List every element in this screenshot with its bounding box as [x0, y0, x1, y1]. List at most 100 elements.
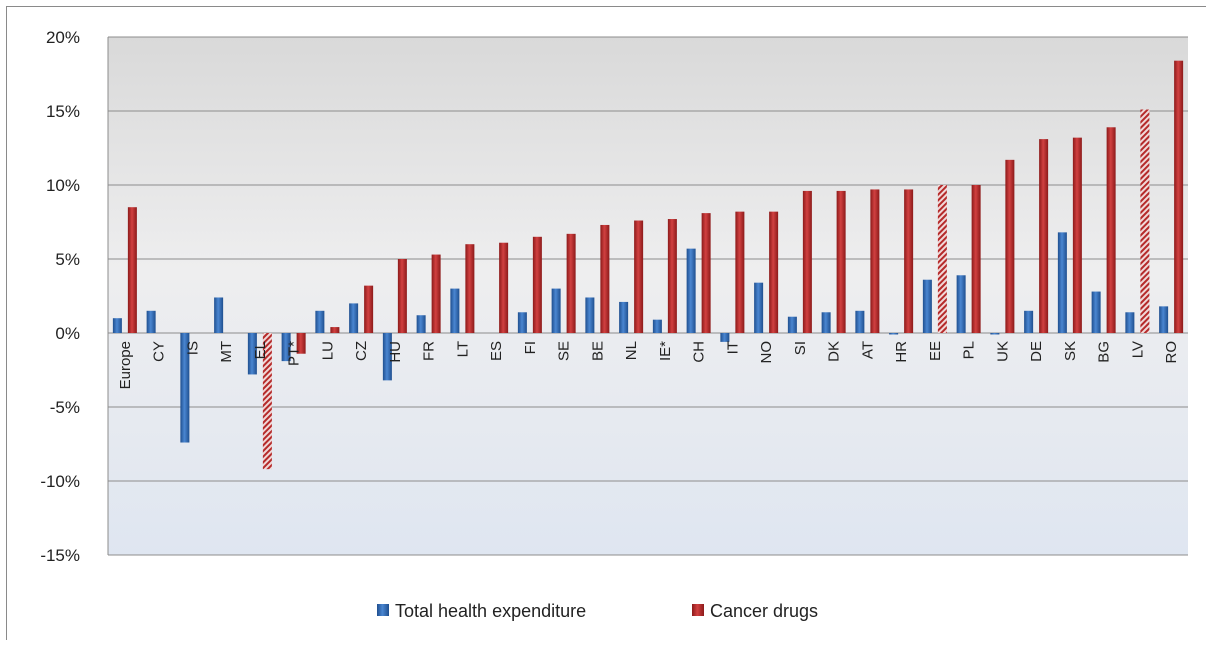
x-category-label: HU [387, 341, 404, 363]
x-category-label: NO [758, 341, 775, 364]
bar-cancer-drugs-ptstar [296, 333, 306, 354]
bar-cancer-drugs-fr [431, 254, 441, 333]
bar-total-health-fi [517, 312, 527, 333]
bar-cancer-drugs-pl [971, 185, 981, 333]
bar-total-health-europe [112, 318, 122, 333]
bar-cancer-drugs-lv [1140, 109, 1150, 334]
x-axis-categories: Europe CY IS MT EL PT* LU CZ HU FR LT ES FI SE BE NL IE*… [117, 341, 1180, 390]
x-category-label: AT [859, 341, 876, 359]
bar-cancer-drugs-at [870, 189, 880, 333]
bar-cancer-drugs-es [499, 242, 509, 333]
bar-total-health-mt [214, 297, 224, 333]
legend-swatch-total-health [377, 604, 389, 616]
bar-cancer-drugs-si [802, 190, 812, 333]
x-category-label: LV [1129, 341, 1146, 358]
x-category-label: EE [927, 341, 944, 361]
x-category-label: FR [421, 341, 438, 361]
x-category-label: IS [184, 341, 201, 355]
y-tick-label: 15% [46, 102, 80, 121]
x-category-label: LT [454, 341, 471, 357]
bar-cancer-drugs-nl [634, 220, 644, 333]
bar-cancer-drugs-uk [1005, 159, 1015, 333]
bar-cancer-drugs-se [566, 233, 576, 333]
bar-total-health-fr [416, 315, 426, 333]
y-tick-label: 5% [55, 250, 80, 269]
x-category-label: IE* [657, 341, 674, 361]
x-category-label: ES [488, 341, 505, 361]
bar-total-health-hr [889, 333, 899, 335]
bar-cancer-drugs-be [600, 224, 610, 333]
bar-total-health-bg [1091, 291, 1101, 333]
bar-cancer-drugs-dk [836, 190, 846, 333]
x-category-label: FI [522, 341, 539, 354]
x-category-label: RO [1163, 341, 1180, 364]
x-category-label: MT [218, 341, 235, 363]
bar-total-health-ch [686, 248, 696, 333]
bar-total-health-no [754, 282, 764, 333]
bar-total-health-cy [146, 310, 156, 333]
bar-total-health-pl [956, 275, 966, 333]
bar-cancer-drugs-lt [465, 244, 475, 333]
bar-total-health-at [855, 310, 865, 333]
bar-cancer-drugs-europe [127, 207, 137, 333]
x-category-label: PL [961, 341, 978, 359]
bar-cancer-drugs-el [262, 333, 272, 470]
bar-total-health-dk [821, 312, 831, 333]
x-category-label: IT [724, 341, 741, 354]
x-category-label: UK [994, 341, 1011, 362]
bar-total-health-se [551, 288, 561, 333]
bar-total-health-lu [315, 310, 325, 333]
bar-total-health-sk [1057, 232, 1067, 333]
bar-cancer-drugs-de [1039, 139, 1049, 333]
legend: Total health expenditure Cancer drugs [377, 601, 818, 621]
legend-label-cancer-drugs: Cancer drugs [710, 601, 818, 621]
y-tick-label: -5% [50, 398, 80, 417]
x-category-label: PT* [286, 341, 303, 366]
bar-total-health-ee [922, 279, 932, 333]
bar-total-health-lv [1125, 312, 1135, 333]
x-category-label: HR [893, 341, 910, 363]
x-category-label: DE [1028, 341, 1045, 362]
bar-cancer-drugs-hu [397, 259, 407, 333]
bar-total-health-hu [382, 333, 392, 381]
x-category-label: DK [826, 341, 843, 362]
bar-total-health-de [1024, 310, 1034, 333]
bar-total-health-be [585, 297, 595, 333]
y-tick-label: -15% [40, 546, 80, 565]
x-category-label: NL [623, 341, 640, 360]
x-category-label: CH [691, 341, 708, 363]
bar-cancer-drugs-no [769, 211, 779, 333]
bar-total-health-it [720, 333, 730, 342]
bar-total-health-cz [349, 303, 359, 333]
y-axis-ticks: 20% 15% 10% 5% 0% -5% -10% -15% [40, 28, 80, 565]
bar-total-health-is [180, 333, 190, 443]
y-tick-label: 10% [46, 176, 80, 195]
bar-cancer-drugs-sk [1072, 137, 1082, 333]
x-category-label: CY [151, 341, 168, 362]
bar-cancer-drugs-bg [1106, 127, 1116, 333]
bar-cancer-drugs-it [735, 211, 745, 333]
legend-swatch-cancer-drugs [692, 604, 704, 616]
bar-cancer-drugs-fi [532, 236, 542, 333]
x-category-label: BG [1096, 341, 1113, 363]
bar-total-health-uk [990, 333, 1000, 335]
bar-total-health-lt [450, 288, 460, 333]
bar-cancer-drugs-iestar [667, 219, 677, 333]
y-tick-label: 0% [55, 324, 80, 343]
bar-cancer-drugs-hr [904, 189, 914, 333]
bar-cancer-drugs-ro [1174, 60, 1184, 334]
chart-frame [6, 6, 1206, 640]
bars [112, 60, 1184, 470]
bar-total-health-ro [1159, 306, 1169, 333]
x-category-label: CZ [353, 341, 370, 361]
bar-total-health-nl [619, 301, 629, 333]
y-tick-label: 20% [46, 28, 80, 47]
bar-total-health-ptstar [281, 333, 291, 362]
x-category-label: LU [319, 341, 336, 360]
bar-total-health-el [247, 333, 257, 375]
bar-cancer-drugs-lu [330, 327, 340, 333]
bar-cancer-drugs-ch [701, 213, 711, 333]
y-tick-label: -10% [40, 472, 80, 491]
plot-area [108, 37, 1188, 555]
